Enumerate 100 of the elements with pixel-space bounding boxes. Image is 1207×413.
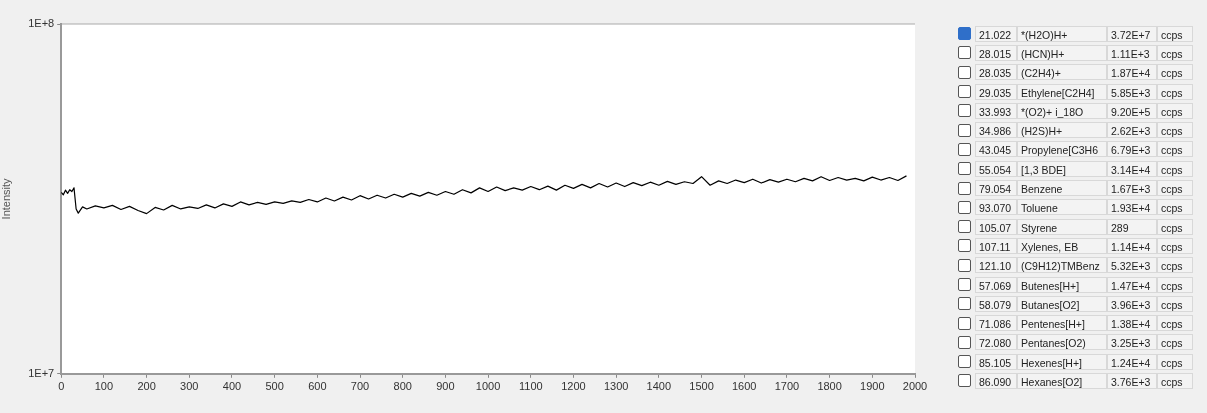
text: ccps — [1157, 199, 1193, 216]
y-tick-label: 1E+7 — [28, 366, 55, 379]
text: 289 — [1107, 218, 1157, 235]
text: 1.87E+4 — [1107, 64, 1157, 81]
x-tick-label: 400 — [222, 380, 242, 393]
x-tick-label: 1500 — [689, 380, 714, 393]
text: ccps — [1157, 83, 1193, 100]
text: 5.85E+3 — [1107, 83, 1157, 100]
text: 34.986 — [975, 122, 1017, 139]
x-tick-label: 1700 — [774, 380, 800, 393]
text: [1,3 BDE] — [1017, 160, 1107, 177]
text: 1.24E+4 — [1107, 353, 1157, 370]
text: (HCN)H+ — [1017, 44, 1107, 61]
text: ccps — [1157, 218, 1193, 235]
y-axis-title: Intensity — [0, 177, 12, 220]
x-tick-label: 1300 — [603, 380, 629, 393]
text: 43.045 — [975, 141, 1017, 158]
text: 1.14E+4 — [1107, 237, 1157, 254]
text: 107.11 — [975, 237, 1017, 254]
text: Styrene — [1017, 218, 1107, 235]
x-tick-label: 800 — [393, 380, 412, 393]
text: 1.11E+3 — [1107, 44, 1157, 61]
text: ccps — [1157, 44, 1193, 61]
x-tick-label: 1400 — [646, 380, 672, 393]
text: 33.993 — [975, 102, 1017, 119]
text: 72.080 — [975, 334, 1017, 351]
text: ccps — [1157, 295, 1193, 312]
text: Pentanes[O2) — [1017, 334, 1107, 351]
text: (C2H4)+ — [1017, 64, 1107, 81]
text: (C9H12)TMBenz — [1017, 257, 1107, 274]
text: 57.069 — [975, 276, 1017, 293]
text: 29.035 — [975, 83, 1017, 100]
text: 105.07 — [975, 218, 1017, 235]
text: Hexenes[H+] — [1017, 353, 1107, 370]
text: Butenes[H+] — [1017, 276, 1107, 293]
text: Ethylene[C2H4] — [1017, 83, 1107, 100]
text: 1.47E+4 — [1107, 276, 1157, 293]
text: 28.035 — [975, 64, 1017, 81]
text: 93.070 — [975, 199, 1017, 216]
text: 3.76E+3 — [1107, 372, 1157, 389]
text: ccps — [1157, 237, 1193, 254]
x-tick-label: 0 — [58, 380, 65, 393]
x-tick-label: 2000 — [902, 380, 928, 393]
text: 2.62E+3 — [1107, 122, 1157, 139]
text: *(O2)+ i_18O — [1017, 102, 1107, 119]
text: 79.054 — [975, 180, 1017, 197]
text: Hexanes[O2] — [1017, 372, 1107, 389]
text: 6.79E+3 — [1107, 141, 1157, 158]
text: 5.32E+3 — [1107, 257, 1157, 274]
text: Benzene — [1017, 180, 1107, 197]
x-tick-label: 1000 — [475, 380, 501, 393]
text: 1.93E+4 — [1107, 199, 1157, 216]
x-tick-label: 500 — [265, 380, 284, 393]
x-tick-label: 100 — [94, 380, 114, 393]
text: Toluene — [1017, 199, 1107, 216]
text: 3.72E+7 — [1107, 25, 1157, 42]
x-tick-label: 600 — [308, 380, 327, 393]
text: Propylene[C3H6 — [1017, 141, 1107, 158]
y-tick-label: 1E+8 — [28, 17, 55, 30]
text: 21.022 — [975, 25, 1017, 42]
x-tick-label: 1200 — [561, 380, 586, 393]
text: 71.086 — [975, 315, 1017, 332]
text: ccps — [1157, 334, 1193, 351]
text: 3.14E+4 — [1107, 160, 1157, 177]
text: Pentenes[H+] — [1017, 315, 1107, 332]
text: 1.38E+4 — [1107, 315, 1157, 332]
x-tick-label: 200 — [137, 380, 156, 393]
text: *(H2O)H+ — [1017, 25, 1107, 42]
text: 3.96E+3 — [1107, 295, 1157, 312]
text: ccps — [1157, 64, 1193, 81]
text: ccps — [1157, 141, 1193, 158]
x-tick-label: 1800 — [817, 380, 842, 393]
x-tick-label: 1100 — [518, 380, 543, 393]
x-tick-label: 300 — [180, 380, 199, 393]
text: (H2S)H+ — [1017, 122, 1107, 139]
x-tick-label: 900 — [436, 380, 455, 393]
x-tick-label: 1900 — [860, 380, 885, 393]
text: 85.105 — [975, 353, 1017, 370]
text: 55.054 — [975, 160, 1017, 177]
text: 1.67E+3 — [1107, 180, 1157, 197]
text: ccps — [1157, 122, 1193, 139]
text: 86.090 — [975, 372, 1017, 389]
text: Butanes[O2] — [1017, 295, 1107, 312]
text: ccps — [1157, 372, 1193, 389]
text: 121.10 — [975, 257, 1017, 274]
x-tick-label: 700 — [350, 380, 370, 393]
text: ccps — [1157, 353, 1193, 370]
text: ccps — [1157, 257, 1193, 274]
text: ccps — [1157, 276, 1193, 293]
text: 58.079 — [975, 295, 1017, 312]
text: ccps — [1157, 25, 1193, 42]
text: ccps — [1157, 315, 1193, 332]
x-tick-label: 1600 — [732, 380, 757, 393]
text: ccps — [1157, 160, 1193, 177]
text: 28.015 — [975, 44, 1017, 61]
text: Xylenes, EB — [1017, 237, 1107, 254]
text: 9.20E+5 — [1107, 102, 1157, 119]
text: 3.25E+3 — [1107, 334, 1157, 351]
text: ccps — [1157, 102, 1193, 119]
text: ccps — [1157, 180, 1193, 197]
